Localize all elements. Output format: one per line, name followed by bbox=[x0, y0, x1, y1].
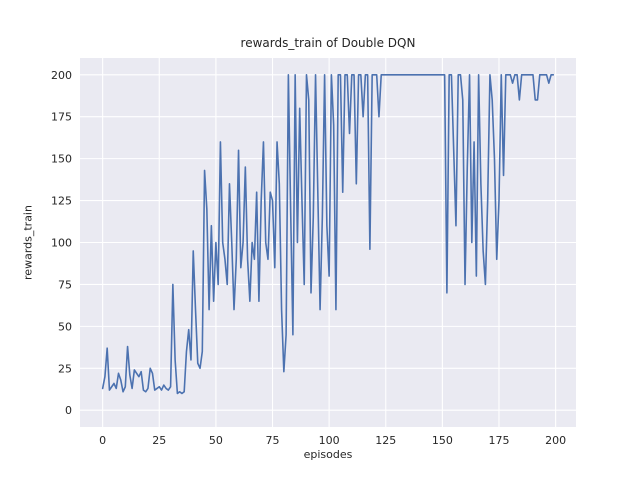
y-axis-label: rewards_train bbox=[21, 205, 35, 280]
y-tick-label: 150 bbox=[51, 153, 72, 166]
y-tick-label: 100 bbox=[51, 237, 72, 250]
x-tick-label: 25 bbox=[152, 434, 166, 447]
x-tick-label: 175 bbox=[488, 434, 509, 447]
x-tick-label: 100 bbox=[319, 434, 340, 447]
x-tick-label: 50 bbox=[209, 434, 223, 447]
x-axis-label: episodes bbox=[303, 448, 353, 461]
x-tick-label: 200 bbox=[545, 434, 566, 447]
y-tick-label: 125 bbox=[51, 195, 72, 208]
rewards-train-line bbox=[101, 73, 555, 395]
x-tick-label: 0 bbox=[99, 434, 106, 447]
y-tick-label: 75 bbox=[58, 278, 72, 291]
y-tick-label: 25 bbox=[58, 362, 72, 375]
x-tick-label: 125 bbox=[375, 434, 396, 447]
chart-title: rewards_train of Double DQN bbox=[240, 36, 416, 50]
y-tick-label: 50 bbox=[58, 320, 72, 333]
x-tick-label: 150 bbox=[432, 434, 453, 447]
y-tick-label: 175 bbox=[51, 111, 72, 124]
x-tick-label: 75 bbox=[266, 434, 280, 447]
y-tick-label: 200 bbox=[51, 69, 72, 82]
y-tick-label: 0 bbox=[65, 404, 72, 417]
